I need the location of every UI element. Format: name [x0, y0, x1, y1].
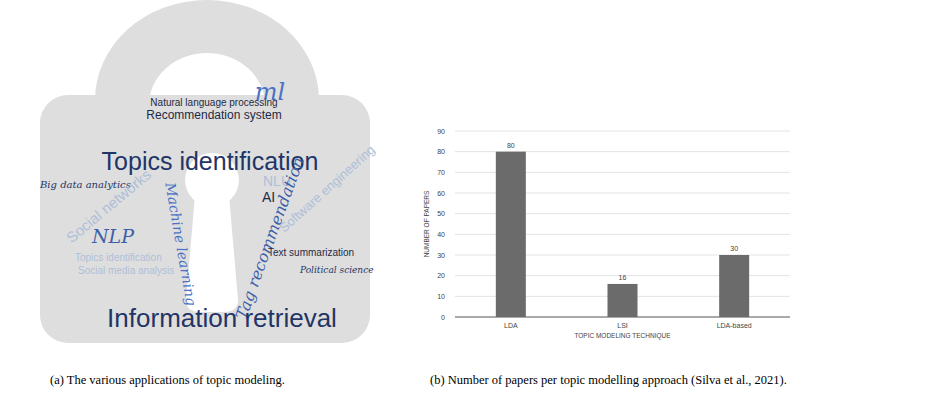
caption: (b) Number of papers per topic modelling…	[430, 373, 787, 387]
bar-chart-panel: 0 10 20 30 40 50 60 70 80 90 80 16 30 LDA LSI LDA-based…	[423, 128, 790, 341]
tick-label: 40	[437, 231, 445, 238]
tick-label: LDA-based	[717, 322, 752, 329]
word: Topics identification	[75, 252, 162, 263]
tick-label: LDA	[504, 322, 518, 329]
caption: (a) The various applications of topic mo…	[50, 373, 285, 387]
word: Recommendation system	[146, 108, 281, 122]
data-label: 80	[507, 142, 515, 149]
word: Natural language processing	[150, 97, 277, 108]
word: Tag recommendation	[232, 154, 308, 322]
word: Political science	[299, 265, 374, 275]
word: Information retrieval	[107, 303, 337, 333]
word: Social media analysis	[78, 265, 174, 276]
word-cloud-panel: mlNatural language processingRecommendat…	[39, 0, 378, 343]
grid-line	[455, 131, 790, 132]
padlock-body	[40, 95, 370, 343]
figure: mlNatural language processingRecommendat…	[0, 0, 929, 399]
tick-label: 10	[437, 293, 445, 300]
bar	[608, 284, 638, 317]
word: Machine learning	[162, 180, 200, 307]
word: NLP	[91, 225, 135, 247]
axis-title: NUMBER OF PAPERS	[423, 190, 430, 257]
tick-label: 90	[437, 128, 445, 135]
tick-label: 80	[437, 148, 445, 155]
tick-label: 70	[437, 169, 445, 176]
word: Text summarization	[268, 247, 354, 258]
bar	[719, 255, 749, 317]
tick-label: 20	[437, 272, 445, 279]
data-label: 16	[619, 274, 627, 281]
data-label: 30	[730, 245, 738, 252]
bar	[496, 152, 526, 317]
word: Social networks	[63, 166, 154, 247]
axis-title: TOPIC MODELING TECHNIQUE	[574, 332, 671, 340]
tick-label: 60	[437, 190, 445, 197]
tick-label: 0	[441, 314, 445, 321]
tick-label: 30	[437, 252, 445, 259]
canvas: mlNatural language processingRecommendat…	[0, 0, 929, 399]
bars	[496, 152, 749, 317]
word: Software engineering	[276, 142, 377, 235]
tick-label: 50	[437, 210, 445, 217]
tick-label: LSI	[617, 322, 628, 329]
